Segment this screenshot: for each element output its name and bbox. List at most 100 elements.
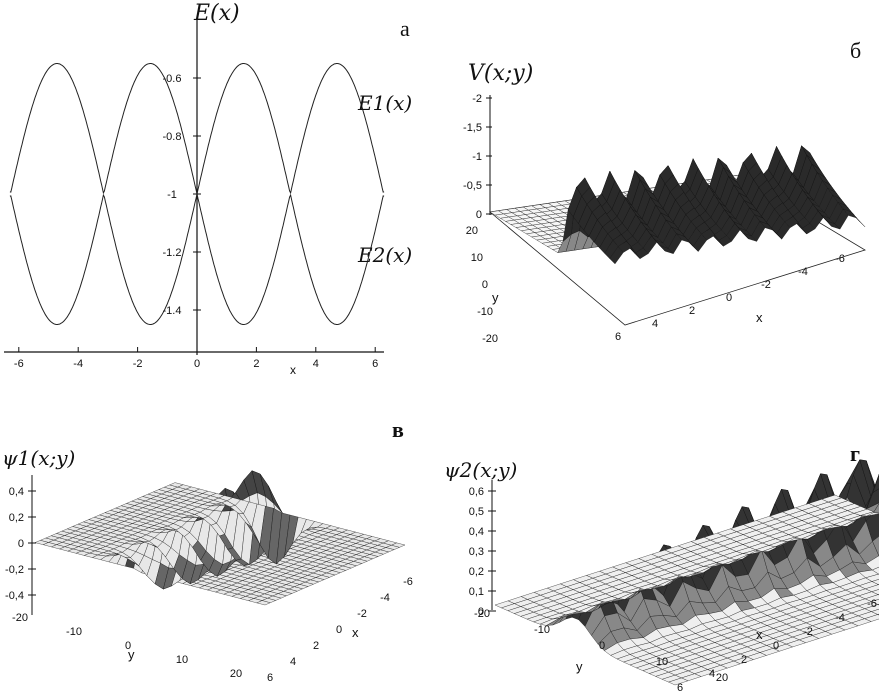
- surface-cell: [866, 488, 879, 510]
- y-tick-label: 0: [482, 279, 488, 291]
- x-tick-label: -6: [403, 576, 413, 588]
- surface-cell: [609, 246, 624, 265]
- x-tick-label: 6: [372, 358, 378, 370]
- y-tick-label: -20: [12, 612, 28, 624]
- x-tick-label: -4: [380, 592, 390, 604]
- surface-cell: [872, 536, 879, 557]
- x-tick-label: 4: [313, 358, 319, 370]
- y-tick-label: 0: [599, 640, 605, 652]
- x-tick-label: 0: [726, 292, 732, 304]
- y-tick-label: -10: [477, 306, 493, 318]
- x-tick-label: 2: [253, 358, 259, 370]
- surface-cell: [390, 542, 406, 548]
- surface-cell: [865, 555, 879, 571]
- surface-cell: [871, 589, 879, 595]
- y-axis-label: y: [128, 647, 135, 662]
- x-tick-label: 6: [267, 672, 273, 684]
- z-tick-label: 0,4: [469, 526, 484, 538]
- y-tick-label: 0: [125, 640, 131, 652]
- surface-mesh: [489, 145, 866, 265]
- x-axis-label: x: [352, 625, 359, 640]
- x-tick-label: -4: [798, 266, 808, 278]
- surface-cell: [873, 503, 879, 514]
- y-tick-label: -1: [167, 189, 177, 201]
- x-tick-label: -2: [357, 608, 367, 620]
- surface-cell: [872, 474, 879, 493]
- surface-mesh: [34, 470, 406, 606]
- x-tick-label: 0: [194, 358, 200, 370]
- x-tick-label: -6: [867, 598, 877, 610]
- y-tick-label: -10: [66, 626, 82, 638]
- z-axis-label: V(x;y): [468, 61, 533, 86]
- panel-tag-a: а: [400, 16, 410, 41]
- x-tick-label: 0: [336, 624, 342, 636]
- y-tick-label: -20: [482, 333, 498, 345]
- z-tick-label: 0,2: [469, 566, 484, 578]
- z-axis-label: ψ1(x;y): [2, 446, 75, 470]
- y-tick-label: -0.6: [163, 73, 182, 85]
- y-tick-label: 10: [176, 654, 188, 666]
- z-tick-label: -2: [472, 93, 482, 105]
- y-axis-label: y: [492, 290, 499, 305]
- z-axis-label: ψ2(x;y): [444, 458, 517, 482]
- surface-cell: [864, 594, 879, 602]
- z-tick-label: -0,5: [463, 180, 482, 192]
- x-axis-label: x: [290, 363, 296, 377]
- z-tick-label: 0,2: [9, 512, 24, 524]
- z-tick-label: 0,6: [469, 486, 484, 498]
- x-axis-label: x: [756, 310, 763, 325]
- surface-cell: [864, 584, 879, 592]
- surface-cell: [871, 599, 879, 605]
- z-tick-label: -0,2: [5, 564, 24, 576]
- y-tick-label: 10: [471, 252, 483, 264]
- surface-mesh: [494, 459, 879, 686]
- x-tick-label: 0: [773, 640, 779, 652]
- x-axis-label: x: [756, 627, 763, 642]
- x-tick-label: -2: [133, 358, 143, 370]
- x-tick-label: 2: [741, 654, 747, 666]
- y-tick-label: -10: [534, 624, 550, 636]
- y-tick-label: 20: [466, 225, 478, 237]
- surface-cell: [870, 608, 879, 615]
- surface-cell: [871, 579, 879, 585]
- curve-e2: [9, 193, 385, 325]
- x-tick-label: -6: [835, 253, 845, 265]
- surface-cell: [871, 566, 879, 575]
- z-tick-label: 0: [18, 538, 24, 550]
- y-tick-label: 10: [656, 656, 668, 668]
- panel-tag-c: в: [392, 417, 404, 442]
- y-tick-label: -1.2: [163, 247, 182, 259]
- z-tick-label: -1: [472, 151, 482, 163]
- z-tick-label: 0,4: [9, 486, 24, 498]
- y-tick-label: -1.4: [163, 305, 182, 317]
- x-tick-label: 6: [615, 331, 621, 343]
- y-tick-label: -20: [474, 608, 490, 620]
- x-tick-label: 4: [652, 318, 658, 330]
- y-axis-label: E(x): [193, 1, 240, 26]
- y-tick-label: 20: [230, 668, 242, 680]
- z-tick-label: 0,5: [469, 506, 484, 518]
- surface-cell: [864, 604, 879, 612]
- panel-tag-b: б: [850, 38, 861, 63]
- surface-cell: [864, 614, 879, 622]
- z-tick-label: -0,4: [5, 590, 24, 602]
- curve1-label: E1(x): [357, 91, 412, 115]
- panel-a: -6 -4 -2 0 2 4 6 -0.6 -0.8 -1 -1.2 -1.4 x E(x) E1(…: [4, 1, 412, 377]
- x-tick-label: -4: [835, 612, 845, 624]
- z-tick-label: 0: [478, 606, 484, 618]
- z-tick-label: 0,3: [469, 546, 484, 558]
- y-tick-label: -0.8: [163, 131, 182, 143]
- y-tick-label: 20: [716, 672, 728, 684]
- curve2-label: E2(x): [357, 243, 412, 267]
- surface-cell: [865, 573, 879, 582]
- z-tick-label: 0,1: [469, 586, 484, 598]
- x-tick-label: -2: [803, 626, 813, 638]
- surface-cell: [866, 512, 879, 517]
- x-tick-label: 4: [290, 656, 296, 668]
- x-tick-label: -4: [73, 358, 83, 370]
- x-tick-label: -6: [14, 358, 24, 370]
- x-tick-label: 6: [677, 682, 683, 694]
